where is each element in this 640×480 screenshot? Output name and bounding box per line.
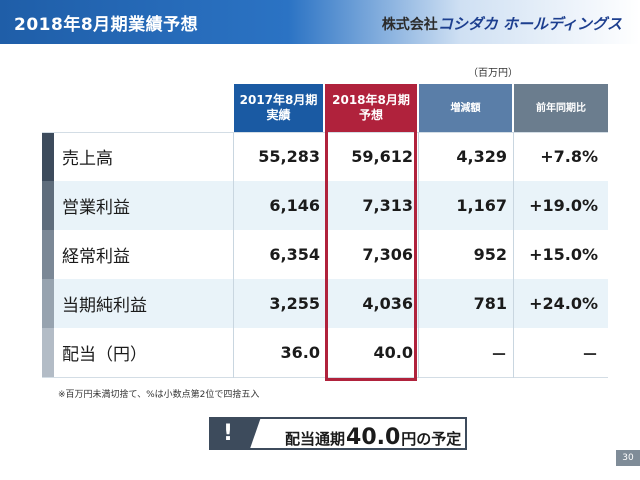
row-label: 当期純利益 — [62, 296, 147, 316]
row-label: 経常利益 — [62, 247, 130, 267]
cell-change: 1,167 — [456, 196, 507, 215]
header-bar: 2018年8月期業績予想 株式会社コシダカ ホールディングス — [0, 0, 640, 44]
row-marker — [42, 230, 54, 279]
cell-yoy: +24.0% — [529, 294, 598, 313]
cell-forecast: 59,612 — [351, 147, 413, 166]
cell-forecast: 40.0 — [373, 343, 413, 362]
table-row: 経常利益 6,354 7,306 952 +15.0% — [42, 230, 608, 279]
callout-text: 配当通期 40.0 円の予定 — [285, 419, 462, 450]
col-header-actual: 2017年8月期 実績 — [234, 84, 323, 132]
cell-forecast: 7,306 — [362, 245, 413, 264]
cell-yoy: +15.0% — [529, 245, 598, 264]
dividend-callout: ! 配当通期 40.0 円の予定 — [209, 417, 467, 450]
cell-yoy: +7.8% — [540, 147, 598, 166]
cell-forecast: 7,313 — [362, 196, 413, 215]
cell-actual: 3,255 — [269, 294, 320, 313]
logo-name: コシダカ ホールディングス — [437, 15, 622, 33]
col-header-yoy: 前年同期比 — [514, 84, 608, 132]
col-header-actual-line2: 実績 — [266, 108, 291, 122]
unit-label: （百万円） — [468, 68, 518, 79]
callout-text-after: 円の予定 — [401, 430, 462, 448]
row-marker — [42, 132, 54, 181]
cell-change: 952 — [473, 245, 507, 264]
cell-yoy: － — [581, 344, 598, 364]
logo-prefix: 株式会社 — [381, 17, 438, 33]
cell-yoy: +19.0% — [529, 196, 598, 215]
col-header-change: 増減額 — [419, 84, 512, 132]
row-label: 配当（円） — [62, 345, 147, 365]
cell-change: 781 — [473, 294, 507, 313]
callout-value: 40.0 — [346, 425, 401, 450]
cell-change: 4,329 — [456, 147, 507, 166]
column-divider — [418, 132, 419, 378]
row-marker — [42, 181, 54, 230]
row-divider — [42, 377, 608, 378]
page-number: 30 — [616, 450, 640, 466]
callout-text-before: 配当通期 — [285, 430, 346, 448]
cell-actual: 36.0 — [280, 343, 320, 362]
row-marker — [42, 279, 54, 328]
page-title: 2018年8月期業績予想 — [14, 15, 199, 35]
cell-actual: 55,283 — [258, 147, 320, 166]
column-divider — [513, 132, 514, 378]
column-divider — [233, 132, 234, 378]
table-row: 営業利益 6,146 7,313 1,167 +19.0% — [42, 181, 608, 230]
table-row: 当期純利益 3,255 4,036 781 +24.0% — [42, 279, 608, 328]
footnote: ※百万円未満切捨て、%は小数点第2位で四捨五入 — [58, 390, 260, 400]
col-header-forecast-line2: 予想 — [358, 108, 383, 122]
row-label: 営業利益 — [62, 198, 130, 218]
table-row: 配当（円） 36.0 40.0 － － — [42, 328, 608, 377]
company-logo: 株式会社コシダカ ホールディングス — [382, 13, 622, 34]
cell-actual: 6,146 — [269, 196, 320, 215]
row-divider — [42, 132, 608, 133]
table-row: 売上高 55,283 59,612 4,329 +7.8% — [42, 132, 608, 181]
col-header-forecast: 2018年8月期 予想 — [325, 84, 417, 132]
cell-actual: 6,354 — [269, 245, 320, 264]
cell-change: － — [490, 344, 507, 364]
col-header-actual-line1: 2017年8月期 — [239, 93, 318, 107]
cell-forecast: 4,036 — [362, 294, 413, 313]
col-header-forecast-line1: 2018年8月期 — [332, 93, 410, 107]
row-label: 売上高 — [62, 149, 113, 169]
row-marker — [42, 328, 54, 377]
exclamation-icon: ! — [209, 417, 261, 450]
